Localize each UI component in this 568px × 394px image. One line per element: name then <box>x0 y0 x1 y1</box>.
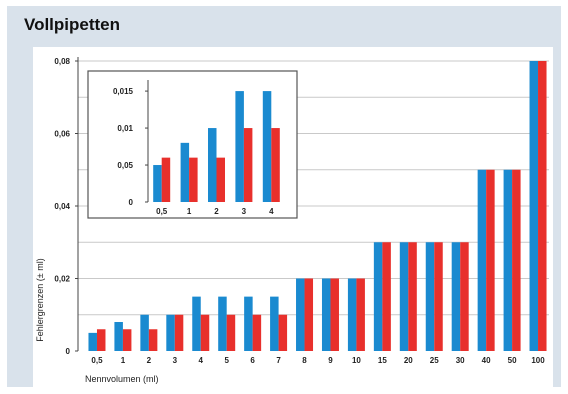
x-tick-label: 9 <box>328 356 333 365</box>
inset-y-tick-label: 0,01 <box>117 124 133 133</box>
inset-bar <box>153 165 162 202</box>
x-tick-label: 7 <box>276 356 281 365</box>
bar <box>321 278 331 351</box>
inset-chart: 0 0,05 0,01 0,015 0,5 1 2 3 4 <box>87 70 298 219</box>
bar <box>503 169 513 351</box>
inset-x-tick-label: 4 <box>269 207 274 216</box>
bar <box>408 242 417 351</box>
inset-bars <box>153 91 280 202</box>
x-tick-label: 3 <box>173 356 178 365</box>
inset-x-tick-label: 3 <box>242 207 247 216</box>
bar <box>166 314 175 351</box>
inset-bar <box>243 128 253 202</box>
bar <box>425 242 435 351</box>
x-tick-label: 100 <box>531 356 545 365</box>
bar <box>278 314 288 351</box>
x-tick-label: 0,5 <box>91 356 103 365</box>
bar <box>399 242 409 351</box>
inset-bar <box>161 157 171 202</box>
bar <box>252 314 262 351</box>
inset-bar <box>216 157 225 202</box>
inset-bar <box>180 142 190 202</box>
bar <box>192 296 201 351</box>
bar <box>434 242 443 351</box>
bar <box>460 242 469 351</box>
y-tick-label: 0,08 <box>54 57 70 66</box>
bar <box>486 169 495 351</box>
x-tick-label: 8 <box>302 356 307 365</box>
x-tick-label: 2 <box>147 356 152 365</box>
main-axis: 00,020,040,060,080,5 1 2 3 4 5 6 7 8 9 10 15 20 25 30 4… <box>54 57 545 365</box>
inset-bar <box>208 128 217 202</box>
bar <box>174 314 184 351</box>
bar <box>356 278 365 351</box>
inset-bar <box>189 157 198 202</box>
inset-y-tick-label: 0,015 <box>113 87 134 96</box>
bar <box>200 314 210 351</box>
bar <box>451 242 461 351</box>
bar <box>96 329 106 351</box>
bar <box>270 296 279 351</box>
inset-x-tick-label: 2 <box>214 207 219 216</box>
y-tick-label: 0,04 <box>54 202 70 211</box>
x-tick-label: 6 <box>250 356 255 365</box>
x-tick-label: 4 <box>199 356 204 365</box>
bar <box>330 278 339 351</box>
inset-x-tick-label: 0,5 <box>156 207 168 216</box>
inset-bar <box>262 91 272 202</box>
inset-y-tick-label: 0,05 <box>117 161 133 170</box>
y-tick-label: 0 <box>66 347 71 356</box>
bar <box>538 61 547 351</box>
bar <box>477 169 487 351</box>
bar <box>140 314 149 351</box>
bar <box>347 278 357 351</box>
x-axis-label: Nennvolumen (ml) <box>85 374 159 384</box>
bar <box>529 61 539 351</box>
inset-bar <box>271 128 280 202</box>
x-tick-label: 20 <box>404 356 413 365</box>
x-tick-label: 40 <box>482 356 491 365</box>
bar <box>296 278 305 351</box>
x-tick-label: 1 <box>121 356 126 365</box>
x-tick-label: 10 <box>352 356 361 365</box>
bar <box>226 314 236 351</box>
bar <box>373 242 383 351</box>
bar <box>218 296 227 351</box>
inset-x-tick-label: 1 <box>187 207 192 216</box>
inset-y-tick-label: 0 <box>129 198 134 207</box>
x-tick-label: 30 <box>456 356 465 365</box>
inset-axis: 0 0,05 0,01 0,015 0,5 1 2 3 4 <box>113 80 274 216</box>
bar <box>148 329 158 351</box>
chart-title: Vollpipetten <box>24 15 121 34</box>
bar <box>114 322 123 351</box>
x-tick-label: 50 <box>508 356 517 365</box>
bar <box>304 278 314 351</box>
x-tick-label: 25 <box>430 356 439 365</box>
y-tick-label: 0,02 <box>54 275 70 284</box>
bar <box>512 169 521 351</box>
y-tick-label: 0,06 <box>54 130 70 139</box>
x-tick-label: 15 <box>378 356 387 365</box>
bar <box>244 296 253 351</box>
main-bars <box>88 61 547 351</box>
bar <box>382 242 391 351</box>
bar <box>88 332 97 351</box>
y-axis-label: Fehlergrenzen (± ml) <box>35 258 45 341</box>
inset-bar <box>235 91 244 202</box>
bar <box>122 329 132 351</box>
x-tick-label: 5 <box>224 356 229 365</box>
